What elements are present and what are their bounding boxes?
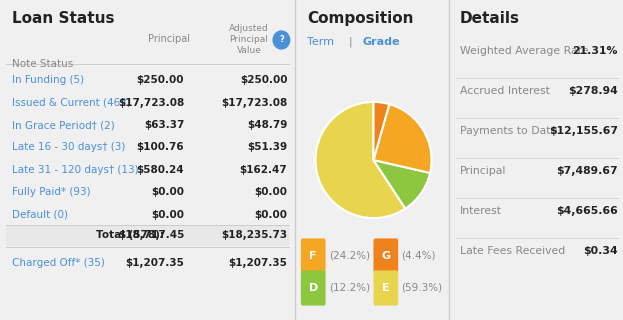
Text: Charged Off* (35): Charged Off* (35) [12, 258, 105, 268]
Text: Fully Paid* (93): Fully Paid* (93) [12, 187, 90, 197]
Text: Loan Status: Loan Status [12, 11, 114, 26]
Text: $17,723.08: $17,723.08 [221, 98, 287, 108]
Text: Composition: Composition [307, 11, 414, 26]
Wedge shape [373, 104, 432, 173]
Text: $0.00: $0.00 [254, 210, 287, 220]
Text: $100.76: $100.76 [136, 142, 184, 152]
Text: Interest: Interest [460, 206, 502, 216]
Text: Late Fees Received: Late Fees Received [460, 246, 565, 256]
Text: $18,717.45: $18,717.45 [118, 230, 184, 240]
Text: $278.94: $278.94 [568, 86, 618, 96]
Text: $4,665.66: $4,665.66 [556, 206, 618, 216]
Text: Term: Term [307, 37, 334, 47]
Text: Note Status: Note Status [12, 59, 73, 69]
Text: $0.00: $0.00 [151, 210, 184, 220]
Text: $162.47: $162.47 [240, 165, 287, 175]
Text: $1,207.35: $1,207.35 [125, 258, 184, 268]
Text: G: G [381, 251, 391, 261]
Text: ?: ? [279, 36, 284, 44]
Text: $17,723.08: $17,723.08 [118, 98, 184, 108]
Text: Payments to Date: Payments to Date [460, 126, 557, 136]
Text: $12,155.67: $12,155.67 [549, 126, 618, 136]
Text: Principal: Principal [148, 34, 191, 44]
FancyBboxPatch shape [301, 270, 326, 306]
Text: $1,207.35: $1,207.35 [229, 258, 287, 268]
Text: Late 16 - 30 days† (3): Late 16 - 30 days† (3) [12, 142, 125, 152]
FancyBboxPatch shape [301, 238, 326, 274]
Text: $0.34: $0.34 [583, 246, 618, 256]
Text: Late 31 - 120 days† (13): Late 31 - 120 days† (13) [12, 165, 138, 175]
Text: $580.24: $580.24 [136, 165, 184, 175]
FancyBboxPatch shape [373, 238, 398, 274]
Text: $250.00: $250.00 [136, 75, 184, 85]
Text: D: D [308, 283, 318, 293]
Text: (59.3%): (59.3%) [401, 283, 442, 293]
Wedge shape [373, 102, 389, 160]
Text: In Grace Period† (2): In Grace Period† (2) [12, 120, 115, 130]
Text: F: F [310, 251, 317, 261]
Text: 21.31%: 21.31% [573, 46, 618, 56]
FancyBboxPatch shape [373, 270, 398, 306]
Text: Weighted Average Rate: Weighted Average Rate [460, 46, 588, 56]
Text: $0.00: $0.00 [254, 187, 287, 197]
Text: In Funding (5): In Funding (5) [12, 75, 84, 85]
Text: Adjusted
Principal
Value: Adjusted Principal Value [229, 24, 269, 55]
Text: (12.2%): (12.2%) [329, 283, 370, 293]
Wedge shape [315, 102, 406, 218]
Wedge shape [373, 160, 430, 209]
Text: $48.79: $48.79 [247, 120, 287, 130]
Text: E: E [382, 283, 389, 293]
Text: Details: Details [460, 11, 520, 26]
Text: $7,489.67: $7,489.67 [556, 166, 618, 176]
Text: $250.00: $250.00 [240, 75, 287, 85]
Text: $51.39: $51.39 [247, 142, 287, 152]
FancyBboxPatch shape [6, 225, 289, 246]
Text: $63.37: $63.37 [144, 120, 184, 130]
Text: $18,235.73: $18,235.73 [221, 230, 287, 240]
Text: Principal: Principal [460, 166, 506, 176]
Text: Total (578):: Total (578): [95, 230, 164, 240]
Text: Accrued Interest: Accrued Interest [460, 86, 549, 96]
Text: $0.00: $0.00 [151, 187, 184, 197]
Circle shape [273, 31, 290, 49]
Text: Grade: Grade [363, 37, 400, 47]
Text: |: | [349, 37, 353, 47]
Text: (24.2%): (24.2%) [329, 251, 370, 261]
Text: (4.4%): (4.4%) [401, 251, 435, 261]
Text: Default (0): Default (0) [12, 210, 68, 220]
Text: Issued & Current (462): Issued & Current (462) [12, 98, 131, 108]
